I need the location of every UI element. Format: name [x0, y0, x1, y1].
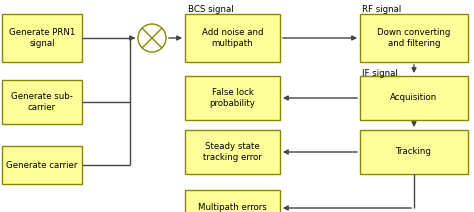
- Text: Down converting
and filtering: Down converting and filtering: [377, 28, 451, 48]
- Text: Tracking: Tracking: [396, 148, 432, 156]
- Text: Acquisition: Acquisition: [391, 93, 438, 102]
- Text: BCS signal: BCS signal: [188, 5, 234, 14]
- FancyBboxPatch shape: [2, 80, 82, 124]
- Text: Add noise and
multipath: Add noise and multipath: [202, 28, 263, 48]
- FancyBboxPatch shape: [360, 14, 468, 62]
- Text: Generate sub-
carrier: Generate sub- carrier: [11, 92, 73, 112]
- FancyBboxPatch shape: [185, 190, 280, 212]
- FancyBboxPatch shape: [185, 76, 280, 120]
- FancyBboxPatch shape: [360, 130, 468, 174]
- FancyBboxPatch shape: [2, 146, 82, 184]
- Text: False lock
probability: False lock probability: [210, 88, 255, 108]
- Text: Generate PRN1
signal: Generate PRN1 signal: [9, 28, 75, 48]
- Text: Multipath errors: Multipath errors: [198, 204, 267, 212]
- Text: Generate carrier: Generate carrier: [6, 160, 78, 170]
- FancyBboxPatch shape: [185, 130, 280, 174]
- FancyBboxPatch shape: [2, 14, 82, 62]
- FancyBboxPatch shape: [360, 76, 468, 120]
- Circle shape: [138, 24, 166, 52]
- FancyBboxPatch shape: [185, 14, 280, 62]
- Text: IF signal: IF signal: [362, 69, 398, 78]
- Text: RF signal: RF signal: [362, 5, 401, 14]
- Text: Steady state
tracking error: Steady state tracking error: [203, 142, 262, 162]
